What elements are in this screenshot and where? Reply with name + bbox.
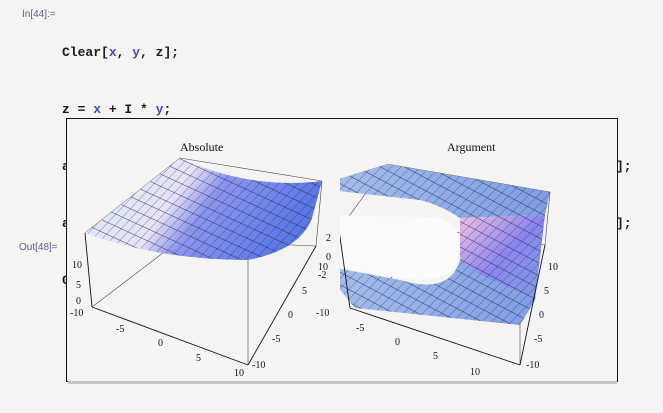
x-tick: 5 — [196, 353, 201, 364]
x-tick: 0 — [395, 337, 400, 348]
y-tick: 0 — [539, 310, 544, 321]
x-tick: -5 — [356, 323, 365, 334]
code-line-2: z = x + I * y; — [62, 102, 172, 117]
y-tick: 10 — [318, 262, 328, 273]
plot-label-argument: Argument — [447, 140, 496, 154]
y-tick: 5 — [544, 286, 549, 297]
output-cell-label: Out[48]= — [19, 242, 58, 253]
x-tick: 10 — [470, 367, 480, 378]
z-tick: 5 — [76, 280, 81, 291]
z-tick: -2 — [318, 270, 327, 281]
z-tick: 2 — [326, 233, 331, 244]
y-tick: 10 — [548, 262, 558, 273]
x-tick: 0 — [158, 338, 163, 349]
z-tick: 0 — [326, 252, 331, 263]
frame-shadow — [68, 381, 617, 384]
y-tick: -5 — [534, 334, 543, 345]
x-tick: 5 — [433, 351, 438, 362]
plot-argument[interactable]: Argument 2 0 -2 -10 -5 0 5 10 -10 -5 0 5… — [316, 120, 610, 380]
z-tick: 0 — [76, 296, 81, 307]
argument-surface-graphic — [340, 163, 551, 366]
input-cell-label: In[44]:= — [22, 9, 56, 20]
absolute-surface-graphic — [84, 157, 323, 366]
x-tick: -10 — [70, 308, 84, 319]
y-tick: 0 — [288, 310, 293, 321]
y-tick: 5 — [302, 286, 307, 297]
y-tick: -10 — [252, 360, 266, 371]
z-tick: 10 — [72, 260, 82, 271]
x-tick: 10 — [234, 368, 244, 379]
y-tick: -5 — [272, 334, 281, 345]
plot-label-absolute: Absolute — [180, 140, 224, 154]
x-tick: -5 — [116, 324, 125, 335]
y-tick: -10 — [526, 360, 540, 371]
x-tick: -10 — [316, 308, 330, 319]
code-line-1: Clear[x, y, z]; — [62, 45, 180, 60]
plot-absolute[interactable]: Absolute 10 5 0 -10 -5 0 5 10 -10 -5 0 5… — [70, 120, 330, 380]
